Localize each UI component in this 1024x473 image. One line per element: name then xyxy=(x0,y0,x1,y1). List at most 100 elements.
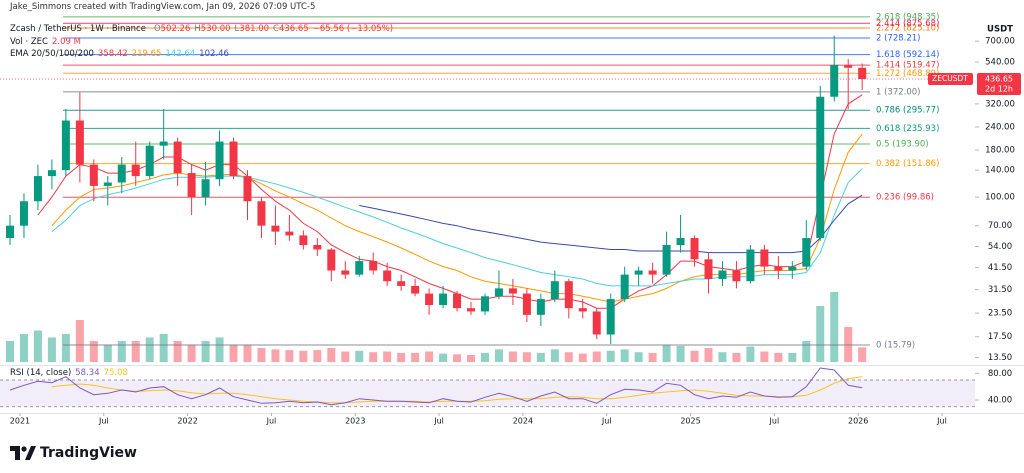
fib-label: 2.618 (948.35) xyxy=(876,12,939,22)
candle-body xyxy=(173,141,182,174)
volume-bar xyxy=(397,352,406,362)
volume-bar xyxy=(257,348,266,362)
ohlc-item: C436.65 xyxy=(273,24,309,34)
fib-label: 1.272 (468.89) xyxy=(876,69,939,79)
volume-bar xyxy=(131,341,140,362)
vol-label: Vol · ZEC xyxy=(10,37,48,47)
ohlc-value: 502.26 xyxy=(160,24,191,34)
candle-body xyxy=(508,288,517,294)
y-tick-label: 100.00 xyxy=(985,193,1015,203)
y-tick-label: 700.00 xyxy=(985,37,1015,47)
volume-bar xyxy=(662,344,671,362)
y-tick-label: 17.50 xyxy=(988,332,1012,342)
volume-bar xyxy=(788,352,797,362)
volume-bar xyxy=(816,306,825,362)
y-tick-label: 23.50 xyxy=(988,309,1012,319)
volume-bar xyxy=(732,352,741,362)
volume-bar xyxy=(620,349,629,362)
ohlc-value: 530.00 xyxy=(200,24,231,34)
volume-bar xyxy=(355,350,364,362)
candle-body xyxy=(299,235,308,245)
volume-bar xyxy=(47,337,56,362)
ema-line xyxy=(359,194,863,254)
rsi-value: 58.34 xyxy=(75,368,100,378)
rsi-tick-label: 80.00 xyxy=(988,369,1012,379)
volume-bar xyxy=(746,346,755,362)
volume-bar xyxy=(89,341,98,362)
volume-bar xyxy=(145,337,154,362)
vol-row: Vol · ZEC 2.09 M xyxy=(10,37,81,47)
x-tick-label: 2026 xyxy=(848,417,868,426)
candle-body xyxy=(327,249,336,271)
candle-body xyxy=(676,238,685,245)
rsi-line xyxy=(9,367,863,406)
symbol-tag: ZECUSDT xyxy=(932,74,968,83)
x-tick-label: Jul xyxy=(98,417,109,426)
volume-bar xyxy=(690,350,699,362)
credit: Jake_Simmons created with TradingView.co… xyxy=(10,2,315,12)
volume-bar xyxy=(6,341,14,362)
candle-body xyxy=(341,270,350,275)
x-tick-label: 2022 xyxy=(177,417,197,426)
ema-line xyxy=(51,133,863,303)
candle-body xyxy=(159,141,168,146)
candle-body xyxy=(243,176,252,202)
ema-row: EMA 20/50/100/200 358.42 219.65 142.64 102.4… xyxy=(10,49,229,59)
logo-text: TradingView xyxy=(40,445,137,461)
candle-body xyxy=(662,245,671,275)
candle-body xyxy=(89,164,98,186)
candle-body xyxy=(718,270,727,279)
y-tick-label: 140.00 xyxy=(985,166,1015,176)
candle-body xyxy=(550,281,559,300)
volume-bar xyxy=(61,334,70,362)
fib-label: 1 (372.00) xyxy=(876,87,920,97)
y-tick-label: 31.50 xyxy=(988,285,1012,295)
candle-body xyxy=(61,120,70,171)
candle-body xyxy=(732,270,741,282)
volume-bar xyxy=(536,352,545,362)
ohlc-item: O502.26 xyxy=(154,24,190,34)
x-tick-label: Jul xyxy=(769,417,780,426)
fib-label: 0.382 (151.86) xyxy=(876,159,939,169)
volume-bar xyxy=(201,341,210,362)
candle-body xyxy=(564,281,573,309)
volume-bar xyxy=(830,292,839,362)
volume-bar xyxy=(648,352,657,362)
ema-value: 142.64 xyxy=(165,49,196,59)
ema-line xyxy=(51,168,863,287)
candle-body xyxy=(257,201,266,226)
volume-bar xyxy=(229,344,238,362)
y-tick-label: 70.00 xyxy=(988,221,1012,231)
candle-body xyxy=(201,179,210,198)
candle-body xyxy=(788,266,797,271)
price-tag: 436.65 xyxy=(985,75,1013,84)
volume-bar xyxy=(676,345,685,362)
volume-bar xyxy=(103,344,112,362)
ohlc-label: H xyxy=(194,24,201,34)
candle-body xyxy=(453,293,462,309)
candle-body xyxy=(425,293,434,306)
volume-bar xyxy=(858,347,867,362)
candle-body xyxy=(858,67,867,80)
y-tick-label: 540.00 xyxy=(985,57,1015,67)
volume-bar xyxy=(299,350,308,362)
candle-body xyxy=(397,281,406,286)
volume-bar xyxy=(718,352,727,362)
y-tick-label: 54.00 xyxy=(988,242,1012,252)
countdown: 2d 12h xyxy=(985,85,1013,94)
y-tick-label: 180.00 xyxy=(985,146,1015,156)
candle-body xyxy=(816,96,825,239)
candle-body xyxy=(117,164,126,183)
candle-body xyxy=(578,308,587,312)
candle-body xyxy=(704,259,713,279)
volume-bar xyxy=(75,320,84,362)
candle-body xyxy=(271,225,280,232)
volume-bar xyxy=(508,351,517,362)
fib-label: 0.786 (295.77) xyxy=(876,106,939,116)
candle-body xyxy=(33,176,42,202)
symbol-tag-bg xyxy=(928,73,973,86)
symbol-row: Zcash / TetherUS · 1W · Binance O502.26 H5… xyxy=(10,24,393,34)
logo-icon xyxy=(10,446,36,460)
candle-body xyxy=(6,225,14,239)
